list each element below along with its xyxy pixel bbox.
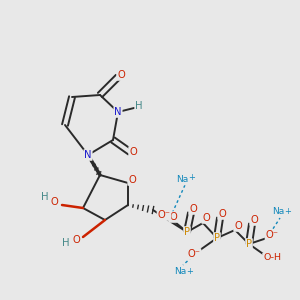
Text: O: O <box>72 235 80 245</box>
Text: O: O <box>202 213 210 223</box>
Text: O: O <box>250 215 258 225</box>
Text: O: O <box>50 197 58 207</box>
Text: Na: Na <box>174 266 186 275</box>
Text: O: O <box>128 175 136 185</box>
Text: +: + <box>189 173 195 182</box>
Text: O-H: O-H <box>263 254 281 262</box>
Text: N: N <box>114 107 122 117</box>
Text: O: O <box>234 221 242 231</box>
Text: Na: Na <box>176 176 188 184</box>
Text: O: O <box>117 70 125 80</box>
Text: O⁻: O⁻ <box>188 249 200 259</box>
Text: O⁻: O⁻ <box>158 210 170 220</box>
Text: +: + <box>187 268 194 277</box>
Text: H: H <box>41 192 49 202</box>
Text: N: N <box>84 150 92 160</box>
Text: O: O <box>169 212 177 222</box>
Text: H: H <box>135 101 143 111</box>
Text: O: O <box>129 147 137 157</box>
Text: Na: Na <box>272 208 284 217</box>
Text: O: O <box>189 204 197 214</box>
Text: P: P <box>246 239 252 249</box>
Text: +: + <box>285 206 291 215</box>
Text: P: P <box>184 227 190 237</box>
Text: O: O <box>218 209 226 219</box>
Text: P: P <box>214 233 220 243</box>
Text: H: H <box>62 238 70 248</box>
Text: O⁻: O⁻ <box>266 230 278 240</box>
